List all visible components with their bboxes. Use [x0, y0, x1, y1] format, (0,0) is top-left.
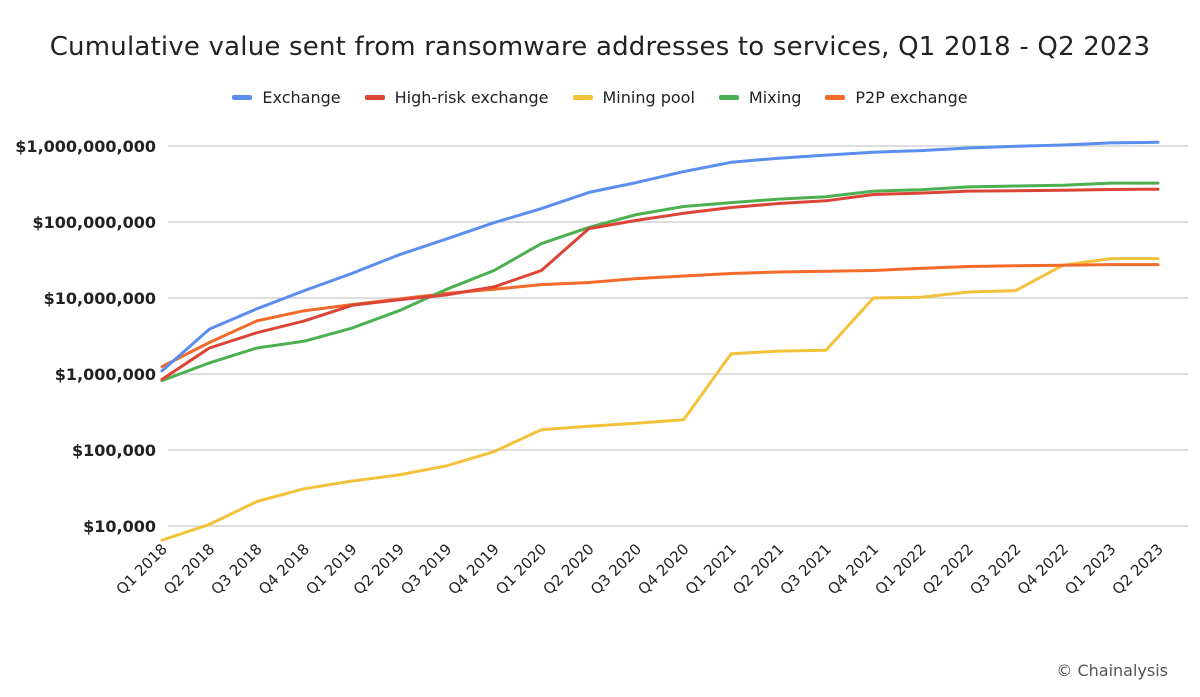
x-tick-label: Q2 2021: [729, 540, 787, 598]
y-tick-label: $10,000: [83, 517, 156, 536]
legend-item: Exchange: [232, 88, 341, 107]
y-tick-label: $10,000,000: [44, 289, 156, 308]
x-tick-label: Q1 2018: [113, 540, 171, 598]
series-line-p2p-exchange: [160, 263, 1160, 369]
legend-item: P2P exchange: [825, 88, 968, 107]
x-tick-label: Q3 2018: [207, 540, 265, 598]
legend-label: Mixing: [748, 88, 802, 107]
y-tick-label: $1,000,000,000: [15, 137, 156, 156]
legend-swatch: [364, 95, 385, 100]
y-tick-label: $100,000: [72, 441, 156, 460]
x-tick-label: Q1 2021: [682, 540, 740, 598]
x-tick-label: Q1 2020: [492, 540, 550, 598]
y-tick-label: $1,000,000: [55, 365, 156, 384]
legend-item: Mixing: [718, 88, 802, 107]
series-line-mixing: [160, 181, 1160, 383]
x-tick-label: Q1 2023: [1061, 540, 1119, 598]
series-line-mining-pool: [160, 257, 1160, 542]
legend-swatch: [825, 95, 846, 100]
legend-item: High-risk exchange: [364, 88, 549, 107]
y-gridlines: $10,000 $100,000 $1,000,000 $10,000,000 $100…: [15, 137, 1188, 536]
chainalysis-credit: © Chainalysis: [1056, 661, 1168, 680]
x-tick-label: Q2 2019: [350, 540, 408, 598]
x-tick-label: Q3 2020: [587, 540, 645, 598]
legend-label: P2P exchange: [855, 88, 968, 107]
legend-label: Mining pool: [602, 88, 695, 107]
legend-swatch: [572, 95, 593, 100]
series-line-high-risk-exchange: [160, 187, 1160, 381]
legend-label: High-risk exchange: [394, 88, 549, 107]
x-tick-label: Q3 2019: [397, 540, 455, 598]
x-tick-label: Q3 2021: [777, 540, 835, 598]
x-tick-label: Q3 2022: [966, 540, 1024, 598]
legend-label: Exchange: [262, 88, 341, 107]
x-tick-label: Q4 2019: [445, 540, 503, 598]
x-tick-label: Q2 2022: [919, 540, 977, 598]
x-tick-label: Q4 2018: [255, 540, 313, 598]
chart-legend: Exchange High-risk exchange Mining pool Mix…: [0, 88, 1200, 107]
x-tick-label: Q1 2019: [302, 540, 360, 598]
legend-swatch: [718, 95, 739, 100]
x-tick-label: Q1 2022: [871, 540, 929, 598]
x-tick-label: Q2 2023: [1109, 540, 1167, 598]
legend-swatch: [232, 95, 253, 100]
x-tick-label: Q4 2021: [824, 540, 882, 598]
series-line-exchange: [160, 140, 1160, 373]
chart-title: Cumulative value sent from ransomware ad…: [49, 32, 1151, 62]
y-tick-label: $100,000,000: [33, 213, 156, 232]
x-tick-label: Q2 2018: [160, 540, 218, 598]
x-tick-label: Q4 2022: [1014, 540, 1072, 598]
x-tick-label: Q4 2020: [634, 540, 692, 598]
legend-item: Mining pool: [572, 88, 695, 107]
x-tick-label: Q2 2020: [539, 540, 597, 598]
